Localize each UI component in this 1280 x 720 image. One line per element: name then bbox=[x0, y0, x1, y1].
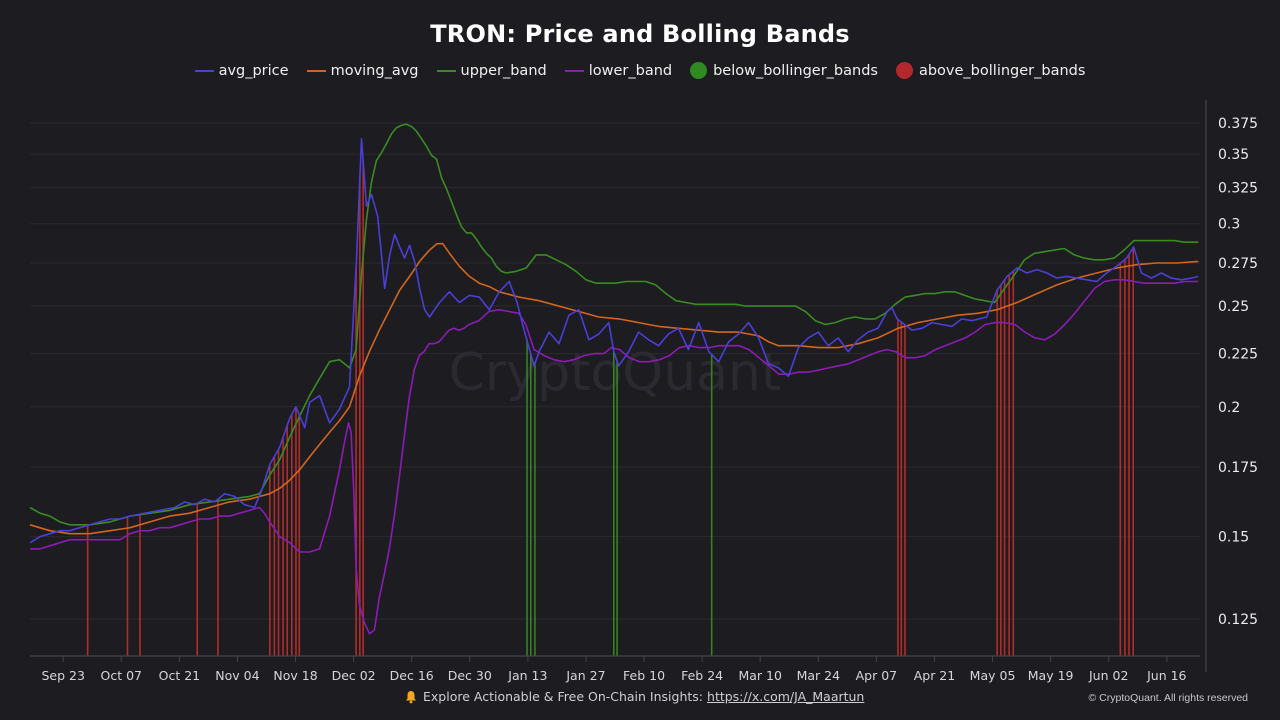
series-line-avg-price[interactable] bbox=[29, 138, 1199, 544]
x-tick-label: Jun 02 bbox=[1088, 668, 1128, 683]
legend-item-lower-band[interactable]: lower_band bbox=[564, 62, 673, 79]
watermark: CryptoQuant bbox=[449, 343, 782, 403]
y-tick-label: 0.3 bbox=[1218, 217, 1240, 233]
legend-dot-below-bollinger-bands bbox=[690, 62, 708, 79]
x-tick-label: Oct 21 bbox=[159, 668, 201, 683]
legend-label: moving_avg bbox=[330, 62, 419, 79]
x-tick-label: Mar 10 bbox=[738, 668, 782, 683]
y-tick-label: 0.25 bbox=[1218, 299, 1249, 315]
x-tick-label: Dec 16 bbox=[390, 668, 434, 683]
y-tick-label: 0.275 bbox=[1218, 256, 1258, 272]
x-tick-label: May 19 bbox=[1028, 668, 1074, 683]
x-tick-label: Nov 04 bbox=[215, 668, 259, 683]
x-tick-label: Dec 02 bbox=[332, 668, 376, 683]
legend-label: above_bollinger_bands bbox=[918, 62, 1086, 79]
legend-item-upper-band[interactable]: upper_band bbox=[436, 62, 547, 79]
y-tick-label: 0.325 bbox=[1218, 181, 1258, 197]
y-tick-label: 0.175 bbox=[1218, 460, 1258, 476]
footer-promo: Explore Actionable & Free On-Chain Insig… bbox=[405, 689, 864, 704]
legend-item-moving-avg[interactable]: moving_avg bbox=[306, 62, 419, 79]
y-tick-label: 0.225 bbox=[1218, 347, 1258, 363]
chart-title: TRON: Price and Bolling Bands bbox=[430, 20, 850, 48]
promo-text: Explore Actionable & Free On-Chain Insig… bbox=[423, 689, 704, 704]
x-tick-label: Jan 27 bbox=[565, 668, 605, 683]
legend-swatch-moving-avg bbox=[306, 69, 326, 72]
x-tick-label: Nov 18 bbox=[273, 668, 317, 683]
series-lines bbox=[29, 123, 1199, 635]
legend-label: below_bollinger_bands bbox=[713, 62, 878, 79]
legend-label: upper_band bbox=[460, 62, 547, 79]
x-tick-label: Oct 07 bbox=[101, 668, 143, 683]
y-tick-label: 0.375 bbox=[1218, 116, 1258, 132]
x-tick-label: Mar 24 bbox=[797, 668, 841, 683]
legend-dot-above-bollinger-bands bbox=[895, 62, 913, 79]
x-tick-label: Feb 24 bbox=[681, 668, 723, 683]
legend-swatch-avg-price bbox=[194, 69, 214, 72]
promo-link[interactable]: https://x.com/JA_Maartun bbox=[707, 689, 865, 704]
y-tick-label: 0.125 bbox=[1218, 612, 1258, 628]
copyright: © CryptoQuant. All rights reserved bbox=[1088, 692, 1248, 704]
y-tick-label: 0.35 bbox=[1218, 147, 1249, 163]
legend-item-above-bollinger-bands[interactable]: above_bollinger_bands bbox=[895, 62, 1086, 79]
legend-item-below-bollinger-bands[interactable]: below_bollinger_bands bbox=[690, 62, 878, 79]
y-tick-label: 0.15 bbox=[1218, 530, 1249, 546]
legend-swatch-lower-band bbox=[564, 69, 584, 72]
y-axis-ticks: 0.375 0.35 0.325 0.3 0.275 0.25 0.225 0.2 0.175 0… bbox=[1218, 116, 1258, 628]
x-tick-label: Feb 10 bbox=[623, 668, 665, 683]
x-tick-label: Dec 30 bbox=[448, 668, 492, 683]
x-tick-label: Jun 16 bbox=[1146, 668, 1186, 683]
legend-swatch-upper-band bbox=[436, 69, 456, 72]
legend: avg_price moving_avg upper_band lower_ba… bbox=[0, 62, 1280, 79]
legend-label: lower_band bbox=[588, 62, 673, 79]
x-tick-label: Sep 23 bbox=[41, 668, 84, 683]
series-line-upper-band[interactable] bbox=[29, 123, 1199, 526]
x-tick-label: Jan 13 bbox=[507, 668, 547, 683]
x-tick-label: Apr 21 bbox=[914, 668, 956, 683]
x-axis-ticks: Sep 23 Oct 07 Oct 21 Nov 04 Nov 18 Dec 02 Dec … bbox=[41, 656, 1187, 683]
legend-item-avg-price[interactable]: avg_price bbox=[194, 62, 289, 79]
signal-bars bbox=[86, 160, 1135, 656]
y-tick-label: 0.2 bbox=[1218, 400, 1240, 416]
bell-icon bbox=[406, 690, 416, 703]
legend-label: avg_price bbox=[218, 62, 289, 79]
x-tick-label: May 05 bbox=[970, 668, 1016, 683]
x-tick-label: Apr 07 bbox=[856, 668, 898, 683]
